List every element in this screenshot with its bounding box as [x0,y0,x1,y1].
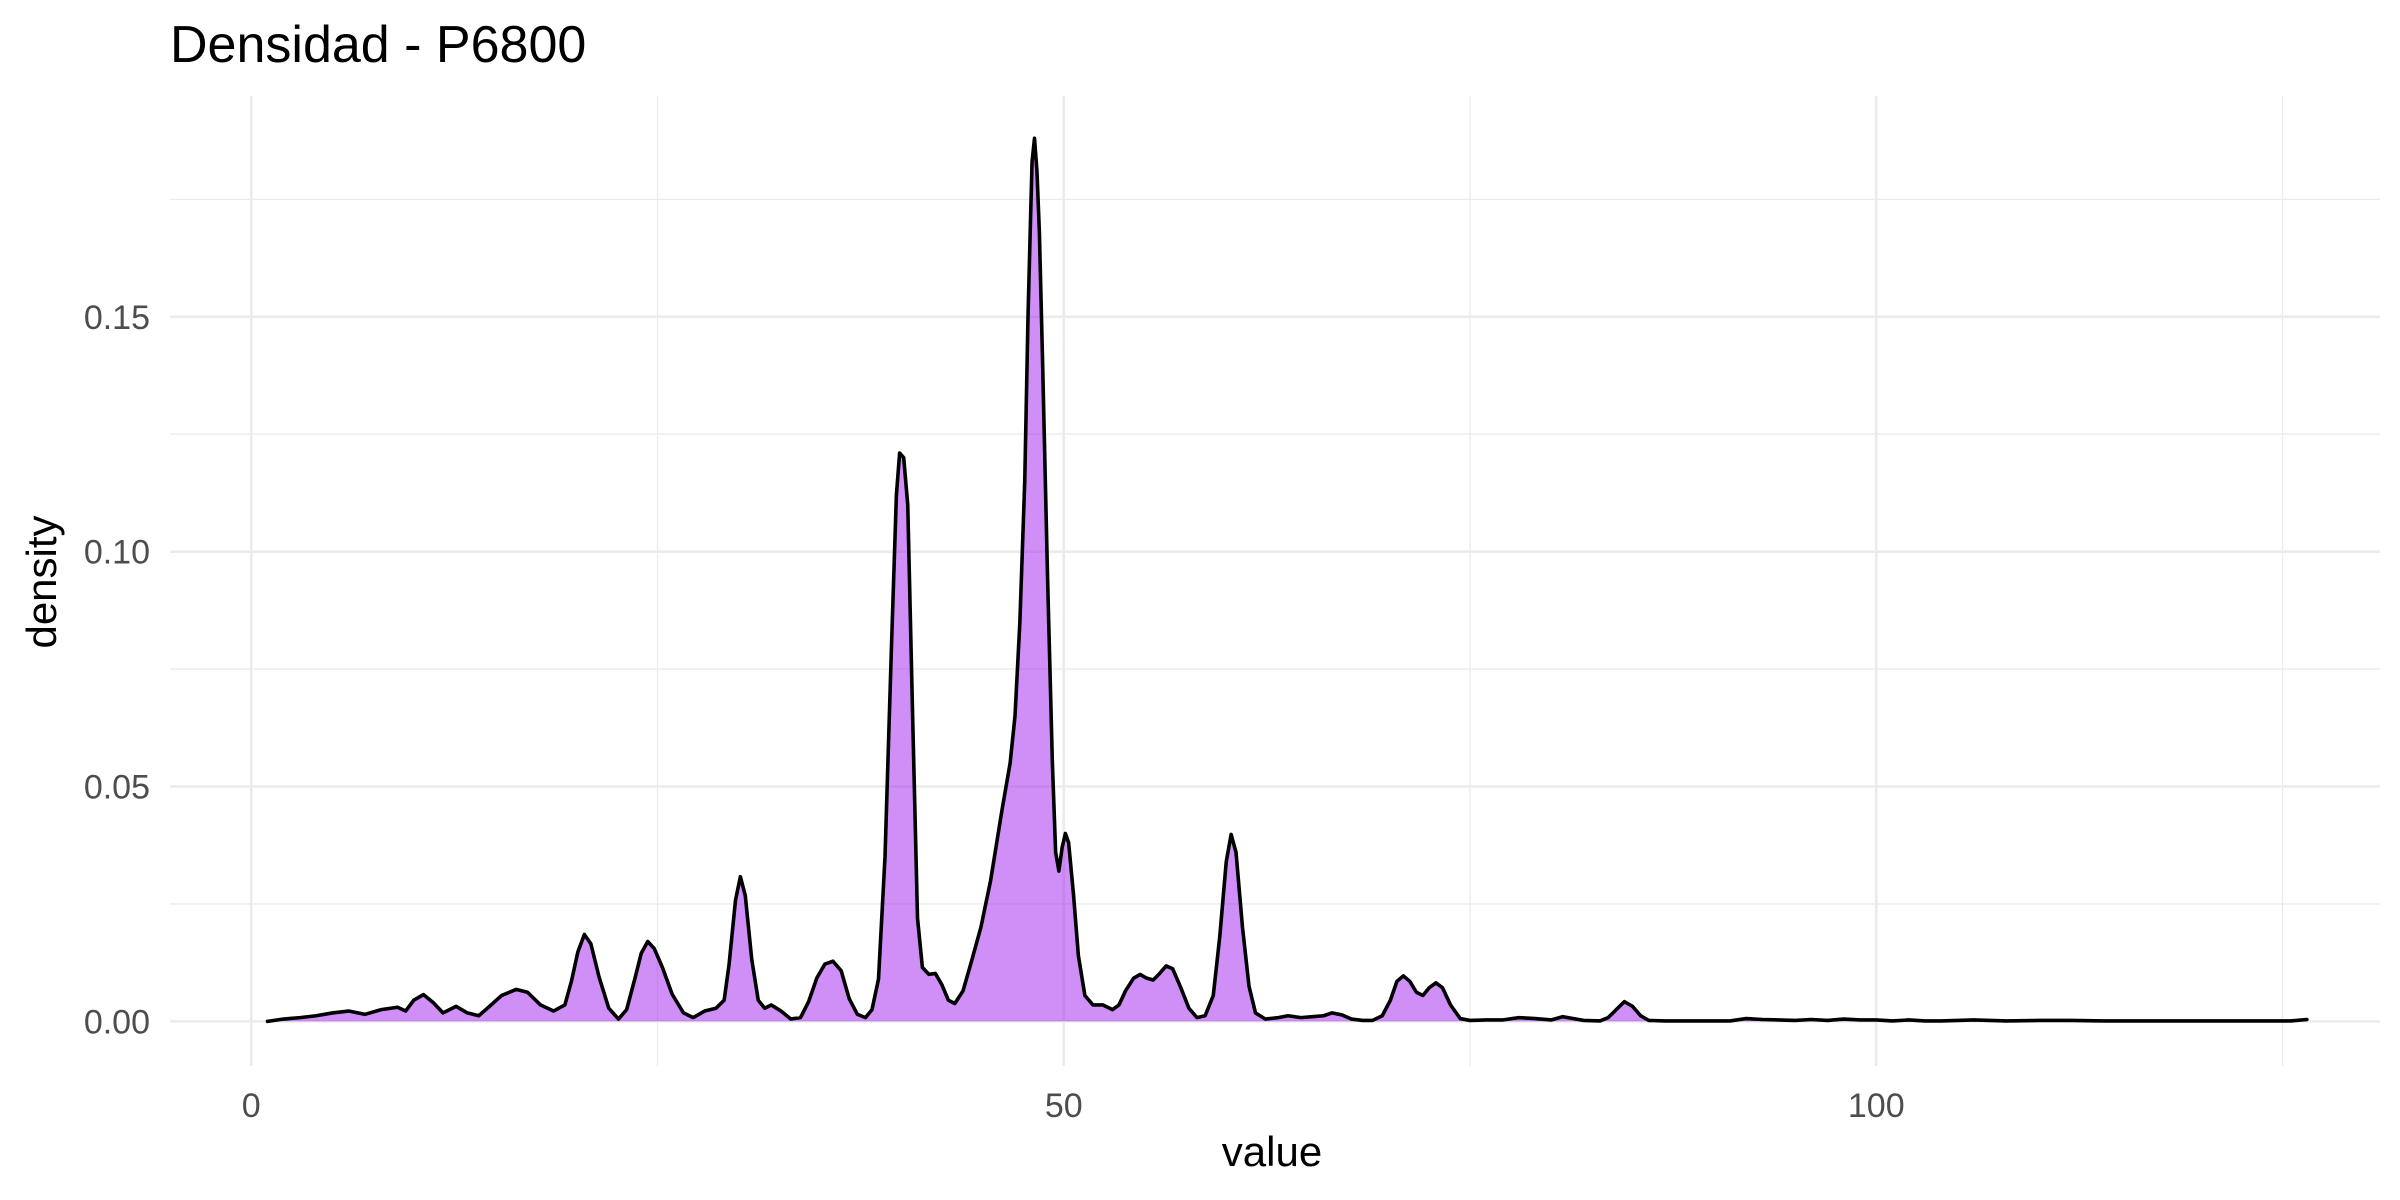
minor-gridlines [170,96,2380,1066]
density-line [265,136,2309,1024]
chart-title: Densidad - P6800 [170,16,586,74]
y-tick-labels: 0.00 0.05 0.10 0.15 [84,299,150,1042]
y-tick-label: 0.00 [84,1003,150,1041]
y-axis-label: density [18,515,65,648]
x-tick-label: 50 [1045,1087,1083,1125]
y-tick-label: 0.15 [84,299,150,337]
y-tick-label: 0.10 [84,534,150,572]
x-axis-label: value [1222,1128,1322,1175]
x-tick-label: 0 [242,1087,261,1125]
x-tick-labels: 0 50 100 [242,1087,1905,1125]
y-tick-label: 0.05 [84,769,150,807]
x-tick-label: 100 [1848,1087,1905,1125]
